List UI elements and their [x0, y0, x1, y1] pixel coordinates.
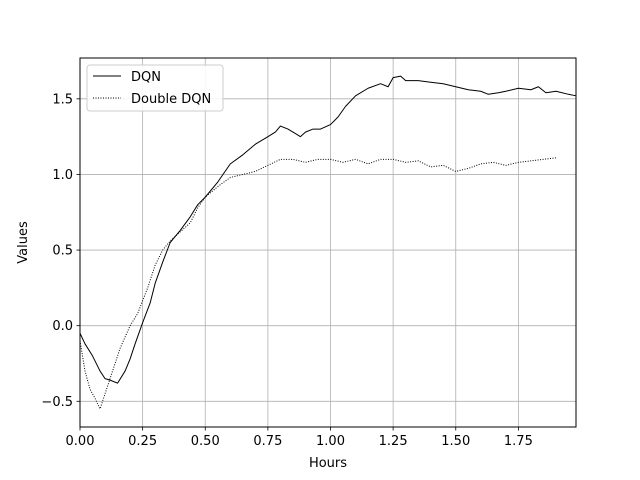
x-tick-label: 1.00 [316, 434, 345, 449]
axis-ticks: 0.00 0.25 0.50 0.75 1.00 1.25 1.50 1.75 −0.5 0.0 0… [41, 92, 532, 449]
legend: DQN Double DQN [86, 64, 224, 112]
x-tick-label: 1.50 [441, 434, 470, 449]
x-tick-label: 1.75 [504, 434, 533, 449]
x-tick-label: 0.75 [253, 434, 282, 449]
grid-lines [79, 58, 576, 427]
x-tick-label: 0.50 [191, 434, 220, 449]
legend-label-dqn: DQN [131, 70, 161, 85]
y-tick-label: 1.5 [52, 92, 73, 107]
x-tick-label: 0.25 [128, 434, 157, 449]
series-line-double-dqn [79, 157, 557, 410]
y-axis-label: Values [16, 221, 31, 264]
y-tick-label: 0.0 [52, 319, 73, 334]
x-tick-label: 0.00 [66, 434, 95, 449]
plot-frame [79, 57, 577, 428]
y-tick-label: −0.5 [41, 395, 73, 410]
y-tick-label: 0.5 [52, 244, 73, 259]
legend-label-double-dqn: Double DQN [131, 92, 211, 107]
x-axis-label: Hours [309, 456, 347, 471]
y-tick-label: 1.0 [52, 168, 73, 183]
x-tick-label: 1.25 [379, 434, 408, 449]
series-lines [79, 75, 577, 410]
series-line-dqn [79, 75, 577, 384]
